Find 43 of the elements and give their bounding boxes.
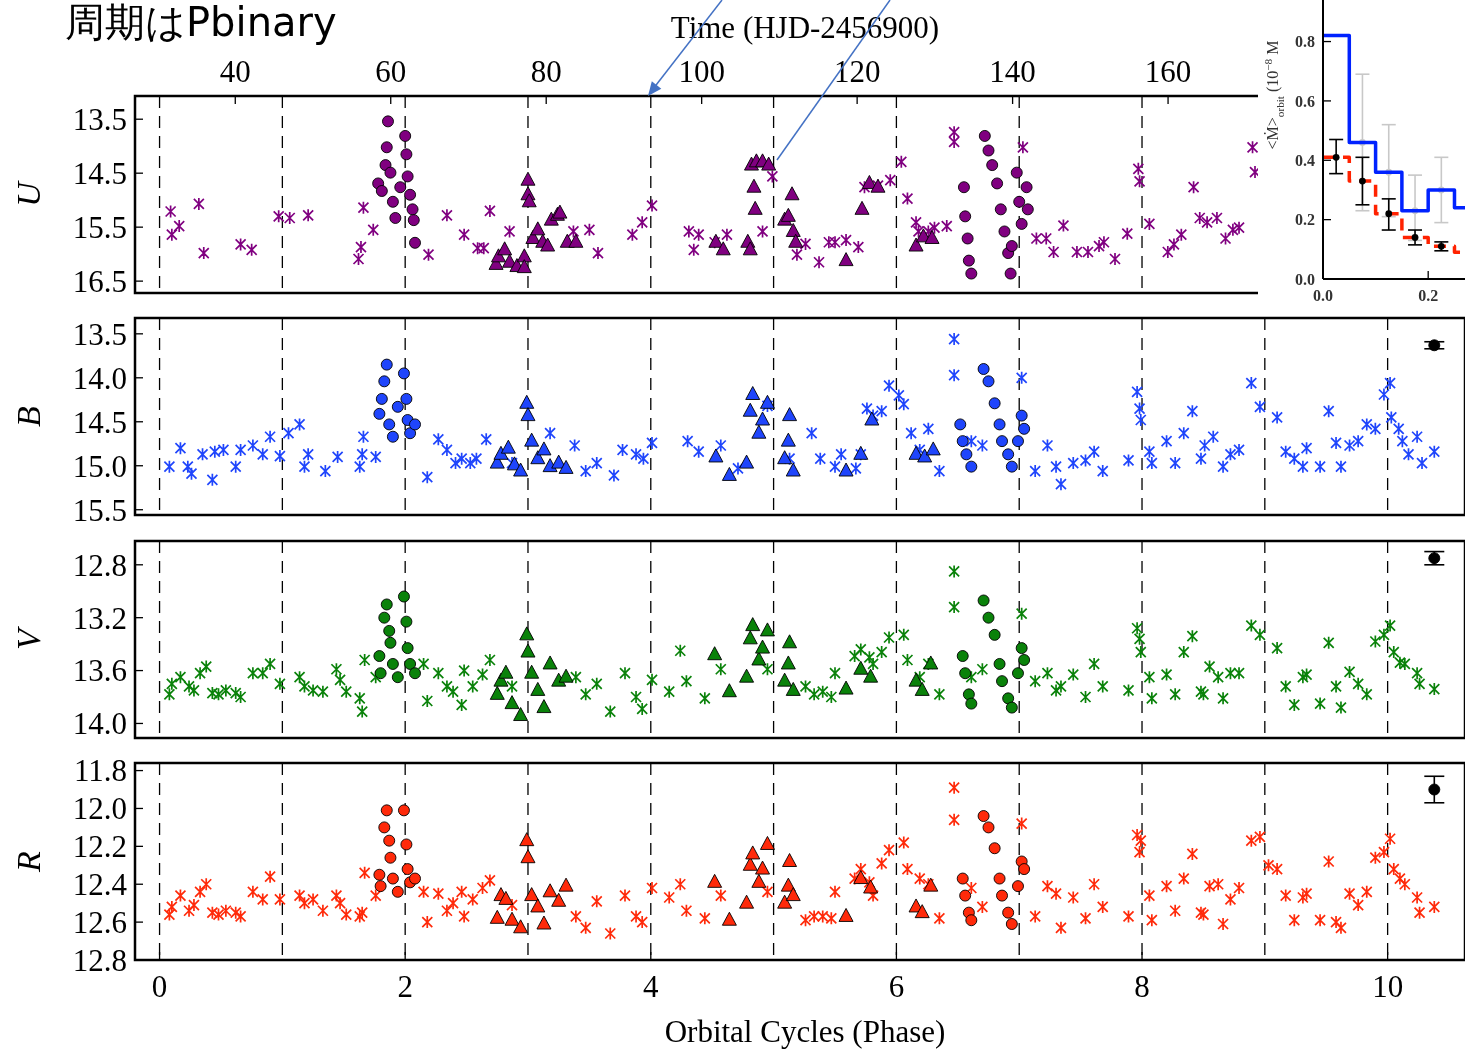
y-tick-label: 12.2	[72, 829, 127, 865]
y-tick-label: 12.8	[72, 942, 127, 978]
x-axis-title: Orbital Cycles (Phase)	[664, 1014, 946, 1049]
y-tick-label: 0.6	[1295, 92, 1315, 110]
y-tick-label: 15.0	[72, 448, 127, 484]
y-tick-label: 16.5	[72, 263, 127, 299]
y-tick-label: 13.5	[72, 316, 127, 352]
y-axis-title: U	[10, 179, 47, 207]
x2-tick-label: 160	[1144, 54, 1192, 89]
y-tick-label: 15.5	[72, 492, 127, 528]
y-tick-label: 14.5	[72, 156, 127, 192]
y-tick-label: 13.2	[72, 600, 127, 636]
x2-tick-label: 100	[678, 54, 725, 89]
y-tick-label: 14.5	[72, 404, 127, 440]
x2-tick-label: 120	[833, 54, 881, 89]
y-tick-label: 0.4	[1295, 151, 1315, 169]
y-tick-label: 15.5	[72, 210, 127, 245]
x-tick-label: 8	[1134, 969, 1150, 1004]
y-tick-label: 14.0	[72, 706, 127, 742]
y-tick-label: 13.5	[72, 102, 127, 138]
x2-tick-label: 60	[375, 54, 407, 89]
text: 周期はPbinary	[65, 0, 337, 45]
x2-tick-label: 40	[219, 54, 251, 89]
x-tick-label: 6	[888, 969, 905, 1004]
x-tick-label: 0	[151, 969, 168, 1004]
y-tick-label: 0.8	[1295, 33, 1315, 51]
x-tick-label: 2	[397, 969, 413, 1004]
y-axis-title: V	[10, 624, 47, 650]
y-tick-label: 12.8	[72, 547, 127, 583]
x-tick-label: 4	[643, 969, 660, 1004]
x2-tick-label: 140	[989, 54, 1036, 89]
x-tick-label: 10	[1372, 969, 1404, 1004]
y-tick-label: 14.0	[72, 360, 127, 396]
y-tick-label: 13.6	[72, 653, 127, 689]
y-tick-label: 11.8	[73, 753, 127, 789]
y-axis-title: B	[10, 405, 47, 427]
y-tick-label: 0.2	[1295, 211, 1315, 229]
y-axis-title: R	[10, 850, 47, 873]
y-tick-label: 12.0	[72, 791, 127, 827]
y-tick-label: 12.6	[72, 904, 127, 940]
y-tick-label: 0.0	[1295, 270, 1315, 288]
y-tick-label: 12.4	[72, 867, 128, 903]
x2-tick-label: 80	[530, 54, 562, 89]
